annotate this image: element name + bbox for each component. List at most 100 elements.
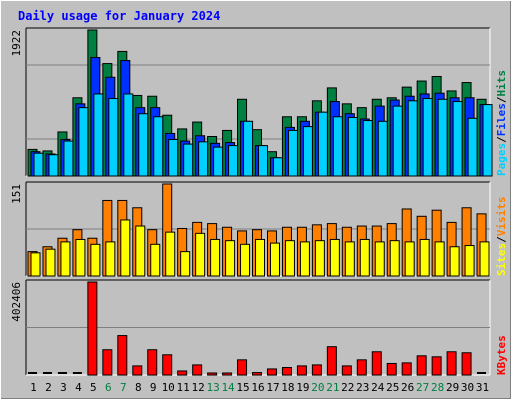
bar <box>75 238 86 277</box>
bar <box>479 241 490 277</box>
bar <box>87 281 98 376</box>
x-tick-label: 6 <box>105 381 112 394</box>
bar <box>266 368 277 376</box>
bar <box>105 241 116 277</box>
bar <box>228 145 239 177</box>
bar <box>299 241 310 277</box>
bar <box>281 367 292 376</box>
bar <box>407 100 418 177</box>
x-tick-label: 11 <box>177 381 190 394</box>
bar <box>431 356 442 376</box>
bar <box>362 120 373 177</box>
bar <box>296 365 307 376</box>
y-max-label: 151 <box>10 184 23 204</box>
bar <box>374 241 385 277</box>
bar <box>225 240 236 277</box>
legend-entry: KBytes <box>495 335 508 375</box>
x-tick-label: 25 <box>386 381 399 394</box>
bar <box>404 241 415 277</box>
bar <box>45 248 56 277</box>
bar <box>344 241 355 277</box>
y-max-label: 402406 <box>10 282 23 322</box>
bar <box>42 372 52 374</box>
x-tick-label: 9 <box>150 381 157 394</box>
bar <box>389 240 400 277</box>
legend-separator: / <box>495 96 508 103</box>
x-tick-label: 18 <box>281 381 294 394</box>
bar <box>147 349 158 376</box>
bar <box>192 364 203 376</box>
bar <box>258 145 269 177</box>
bar <box>213 146 224 177</box>
series-kbytes <box>28 281 487 376</box>
bar <box>326 346 337 376</box>
x-tick-label: 12 <box>192 381 205 394</box>
x-tick-label: 22 <box>341 381 354 394</box>
bar <box>162 354 173 376</box>
bar <box>452 101 463 177</box>
bar <box>419 238 430 277</box>
legend-entry: Visits <box>495 197 508 237</box>
bar <box>195 232 206 277</box>
bar <box>138 113 149 177</box>
x-tick-label: 20 <box>311 381 324 394</box>
bar <box>153 116 164 177</box>
bar <box>63 140 74 177</box>
bar <box>108 98 119 177</box>
bar <box>422 98 433 177</box>
bar <box>168 139 179 177</box>
legend-entry: Pages <box>495 143 508 176</box>
bar <box>183 143 194 177</box>
bar <box>243 120 254 177</box>
bar <box>341 365 352 376</box>
bar <box>477 372 487 374</box>
legend-entry: Sites <box>495 243 508 276</box>
bar <box>252 372 263 376</box>
bar <box>314 240 325 277</box>
bar <box>177 370 188 376</box>
bar <box>120 219 131 277</box>
legend-separator: / <box>495 236 508 243</box>
bar <box>165 231 176 277</box>
bar <box>93 93 104 177</box>
x-tick-label: 27 <box>416 381 429 394</box>
x-tick-label: 26 <box>401 381 414 394</box>
series-sites <box>30 219 490 277</box>
bar <box>180 251 191 277</box>
bar <box>28 372 37 374</box>
x-tick-label: 24 <box>371 381 385 394</box>
kbytes-panel: 402406 KBytes <box>10 279 508 376</box>
bar <box>207 372 218 376</box>
bar <box>482 104 493 177</box>
bar <box>434 241 445 277</box>
legend-text: KBytes <box>495 335 508 375</box>
x-tick-label: 30 <box>461 381 474 394</box>
bar <box>222 372 233 376</box>
bar <box>386 362 397 376</box>
x-tick-label: 16 <box>251 381 264 394</box>
bar <box>449 246 460 277</box>
bar <box>150 243 161 277</box>
bar <box>371 351 382 376</box>
legend-separator: / <box>495 136 508 143</box>
bar <box>461 352 472 376</box>
bar <box>467 117 478 177</box>
bar <box>464 245 475 277</box>
series-pages <box>33 93 493 177</box>
x-tick-label: 15 <box>236 381 249 394</box>
bar <box>359 238 370 277</box>
bar <box>392 105 403 177</box>
bar <box>102 349 113 376</box>
bar <box>30 252 41 277</box>
x-tick-label: 3 <box>60 381 67 394</box>
bar <box>446 351 457 376</box>
x-tick-label: 10 <box>162 381 175 394</box>
x-tick-label: 5 <box>90 381 97 394</box>
x-tick-label: 28 <box>431 381 444 394</box>
x-axis-labels: 1 2 3 4 5 6 7 8 9 10 11 12 13 14 15 16 17 18 19 20 21 22 23 24 2… <box>30 381 489 394</box>
legend-entry: Hits <box>495 70 508 97</box>
visits-panel: 151 Sites/Visits <box>10 181 508 277</box>
bar <box>401 362 412 376</box>
